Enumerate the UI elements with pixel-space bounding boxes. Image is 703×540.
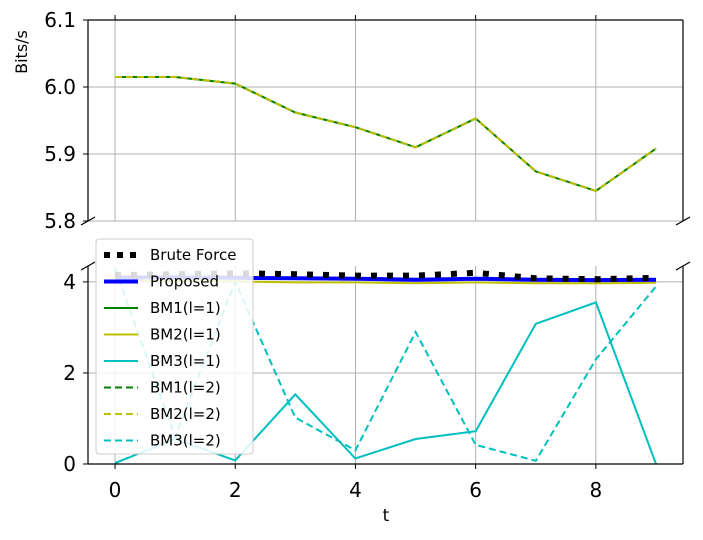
legend-label: BM3(l=2): [150, 432, 221, 450]
axes-layer: [80, 19, 691, 465]
y-tick-label: 5.9: [44, 142, 76, 166]
series-line-bm1-l-1-: [115, 76, 657, 193]
ticks-layer: 0 2 4 6 8 5.8 5.9 6.0 6.1 0 2 4: [44, 8, 602, 502]
x-axis-label: t: [383, 506, 390, 526]
legend-label: Brute Force: [150, 246, 236, 264]
legend-label: BM2(l=1): [150, 326, 221, 344]
legend: Brute Force Proposed BM1(l=1) BM2(l=1) BM3(l…: [95, 238, 254, 455]
series-line-bm3-l-2-: [114, 267, 657, 462]
y-tick-label: 5.8: [44, 209, 76, 233]
legend-box: [95, 238, 254, 455]
legend-label: Proposed: [150, 273, 219, 291]
series-line-bm2-l-2-: [115, 76, 657, 193]
y-tick-label: 0: [63, 452, 76, 476]
x-tick-label: 0: [109, 478, 122, 502]
y-tick-label: 6.1: [44, 8, 76, 32]
legend-label: BM2(l=2): [150, 405, 221, 423]
x-tick-label: 6: [469, 478, 482, 502]
y-tick-label: 2: [63, 361, 76, 385]
axis-break-mark: [80, 261, 96, 271]
y-axis-label: Bits/s: [12, 30, 31, 74]
axis-break-mark: [675, 261, 691, 271]
y-tick-label: 6.0: [44, 75, 76, 99]
series-line-brute-force: [114, 269, 657, 283]
series-line-bm1-l-2-: [115, 76, 657, 193]
x-tick-label: 2: [229, 478, 242, 502]
legend-label: BM1(l=2): [150, 379, 221, 397]
x-tick-label: 4: [349, 478, 362, 502]
series-layer: [114, 76, 657, 464]
y-tick-label: 4: [63, 270, 76, 294]
legend-label: BM3(l=1): [150, 352, 221, 370]
legend-label: BM1(l=1): [150, 299, 221, 317]
axis-break-mark: [675, 216, 691, 226]
x-tick-label: 8: [589, 478, 602, 502]
